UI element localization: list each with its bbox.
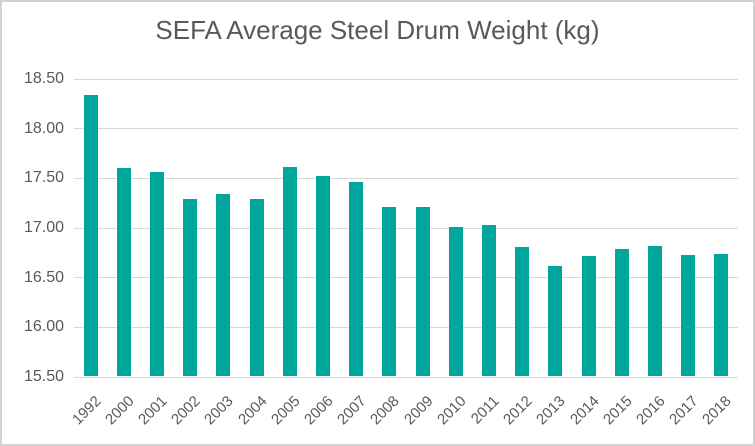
bar-2002[interactable] xyxy=(183,199,198,376)
chart-title: SEFA Average Steel Drum Weight (kg) xyxy=(155,15,600,45)
gridline xyxy=(74,376,738,378)
gridline xyxy=(74,326,738,328)
gridline xyxy=(74,177,738,179)
bar-1992[interactable] xyxy=(83,94,98,376)
plot-area xyxy=(74,78,738,378)
bar-2017[interactable] xyxy=(681,254,696,376)
bar-2006[interactable] xyxy=(316,176,330,376)
bar-2003[interactable] xyxy=(216,194,231,376)
bar-2008[interactable] xyxy=(382,207,397,376)
y-tick-label: 15.50 xyxy=(23,368,64,385)
y-tick-label: 17.50 xyxy=(23,169,64,187)
gridline xyxy=(74,277,738,279)
bar-2014[interactable] xyxy=(581,255,596,376)
bar-2005[interactable] xyxy=(282,167,297,376)
bar-2013[interactable] xyxy=(548,265,563,376)
bar-2010[interactable] xyxy=(448,227,463,376)
y-tick-label: 16.50 xyxy=(23,268,64,286)
bar-2000[interactable] xyxy=(116,168,131,376)
bar-2009[interactable] xyxy=(415,207,430,376)
y-tick-label: 17.00 xyxy=(23,219,64,236)
bar-2016[interactable] xyxy=(648,245,662,376)
y-tick-label: 18.00 xyxy=(23,119,64,137)
gridline xyxy=(74,227,738,229)
bar-2004[interactable] xyxy=(249,199,264,376)
bar-2001[interactable] xyxy=(150,172,164,376)
bar-2018[interactable] xyxy=(714,253,729,376)
gridline xyxy=(74,78,738,80)
gridline xyxy=(74,128,738,130)
bar-2007[interactable] xyxy=(349,182,364,376)
y-tick-label: 16.00 xyxy=(23,318,64,336)
bar-2015[interactable] xyxy=(614,248,629,376)
y-tick-label: 18.50 xyxy=(23,70,64,87)
bar-2012[interactable] xyxy=(515,246,530,376)
bar-2011[interactable] xyxy=(482,225,496,376)
